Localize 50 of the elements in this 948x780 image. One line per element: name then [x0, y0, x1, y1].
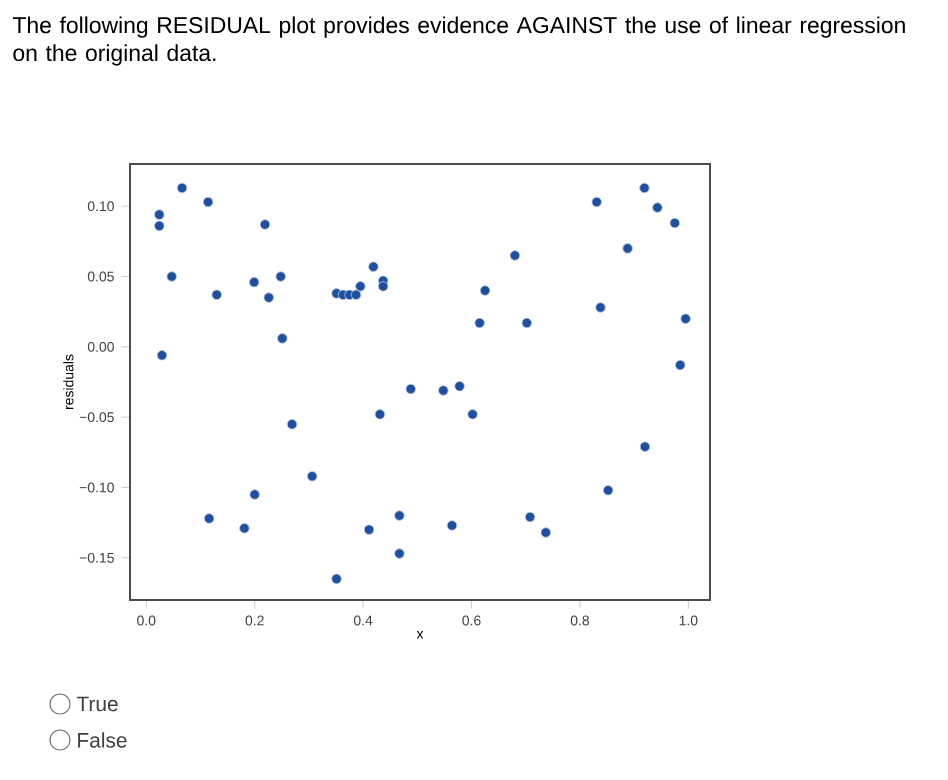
point [639, 182, 650, 194]
point [154, 209, 165, 220]
point [154, 220, 165, 232]
point [239, 523, 250, 534]
point [405, 383, 416, 395]
point [202, 196, 214, 208]
point [680, 313, 691, 324]
point [259, 219, 271, 230]
point [277, 333, 288, 344]
point [248, 276, 260, 288]
point [211, 289, 222, 300]
point [521, 317, 532, 329]
point [454, 381, 465, 392]
point [275, 271, 286, 282]
point [203, 513, 215, 524]
point [467, 409, 478, 420]
point [669, 217, 680, 229]
point [675, 359, 686, 371]
point [446, 520, 458, 531]
point [509, 250, 521, 261]
point [156, 350, 168, 361]
point [639, 441, 651, 452]
text: False [78, 732, 127, 748]
point [363, 524, 375, 535]
point [263, 292, 274, 303]
point [595, 302, 606, 313]
point [479, 285, 491, 296]
text: True [76, 696, 118, 712]
point [350, 289, 362, 300]
point [438, 385, 449, 396]
point [176, 182, 188, 194]
point [524, 511, 536, 523]
point [286, 419, 298, 430]
point [540, 527, 551, 538]
point [474, 317, 485, 329]
point [249, 489, 260, 500]
point [306, 471, 318, 482]
point [394, 548, 405, 559]
point [394, 510, 405, 521]
point [377, 281, 389, 292]
point [652, 202, 663, 213]
point [166, 271, 177, 282]
point [602, 485, 614, 496]
point [368, 261, 379, 272]
point [331, 573, 342, 585]
point [355, 281, 366, 292]
chart-title: The following RESIDUAL plot provides evidence AGAINST the use of linear regression on the original data. [12, 16, 905, 66]
point [374, 409, 386, 420]
point [591, 196, 602, 208]
point [622, 243, 633, 254]
